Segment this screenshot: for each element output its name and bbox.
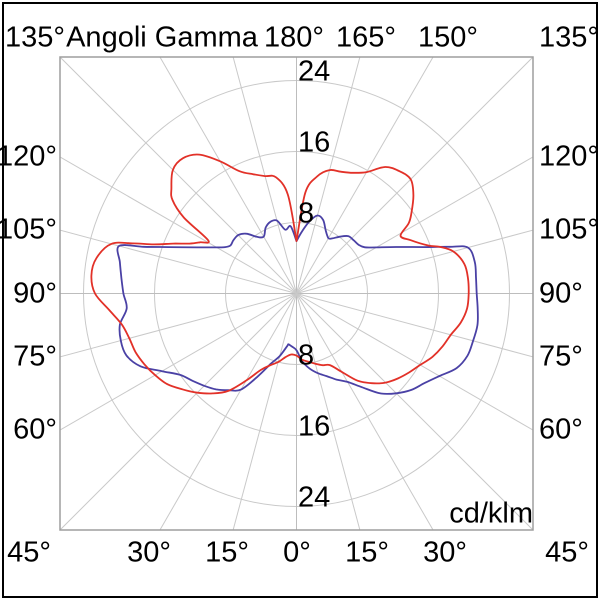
grid-radial-line xyxy=(159,57,297,294)
angle-label-bottom-right-45: 45° xyxy=(545,536,589,569)
grid-radial-line xyxy=(296,57,361,294)
grid-radial-line xyxy=(159,293,297,530)
radial-tick-bottom-8: 8 xyxy=(298,339,315,372)
angle-label-bottom-left-45: 45° xyxy=(7,536,51,569)
angle-label-top-150: 150° xyxy=(418,21,478,54)
series-red-curve xyxy=(90,153,470,395)
grid-radial-line xyxy=(60,156,297,294)
grid-radial-line xyxy=(60,229,297,294)
angle-label-bottom-right-30: 30° xyxy=(423,536,467,569)
radial-tick-bottom-24: 24 xyxy=(298,481,331,514)
radial-tick-top-8: 8 xyxy=(298,197,315,230)
angle-label-bottom-right-15: 15° xyxy=(345,536,389,569)
grid-radial-line xyxy=(232,57,297,294)
angle-label-left-120: 120° xyxy=(0,140,57,173)
radial-tick-top-16: 16 xyxy=(298,126,331,159)
angle-label-right-90: 90° xyxy=(539,277,583,310)
series-blue-curve xyxy=(116,214,479,395)
angle-label-right-75: 75° xyxy=(539,340,583,373)
grid-radial-line xyxy=(296,156,533,294)
grid-radial-line xyxy=(60,293,297,431)
grid-radial-line xyxy=(296,293,533,431)
angle-label-top-165: 165° xyxy=(336,21,396,54)
angle-label-left-105: 105° xyxy=(0,213,57,246)
angle-label-left-75: 75° xyxy=(13,340,57,373)
angle-label-right-120: 120° xyxy=(539,140,599,173)
radial-tick-bottom-16: 16 xyxy=(298,410,331,443)
grid-radial-line xyxy=(296,293,533,358)
radial-tick-top-24: 24 xyxy=(298,55,331,88)
angle-label-right-105: 105° xyxy=(539,213,599,246)
grid-radial-line xyxy=(296,57,434,294)
angle-label-top-left-135: 135° xyxy=(5,21,65,54)
page-title: Angoli Gamma xyxy=(66,21,258,54)
grid-radial-line xyxy=(296,293,434,530)
angle-label-top-right-135: 135° xyxy=(539,21,599,54)
grid-radial-line xyxy=(60,293,297,530)
angle-label-bottom-0: 0° xyxy=(283,536,311,569)
grid-radial-line xyxy=(296,293,533,530)
grid-radial-line xyxy=(60,293,297,358)
angle-label-top-180: 180° xyxy=(264,21,324,54)
grid-radial-line xyxy=(232,293,297,530)
grid-radial-line xyxy=(60,57,297,294)
angle-label-left-90: 90° xyxy=(13,277,57,310)
grid-radial-line xyxy=(296,293,361,530)
plot-frame xyxy=(59,56,534,531)
units-label: cd/klm xyxy=(449,497,533,530)
angle-label-bottom-left-15: 15° xyxy=(205,536,249,569)
angle-label-bottom-left-30: 30° xyxy=(127,536,171,569)
angle-label-left-60: 60° xyxy=(13,413,57,446)
angle-label-right-60: 60° xyxy=(539,413,583,446)
grid-radial-line xyxy=(296,57,533,294)
